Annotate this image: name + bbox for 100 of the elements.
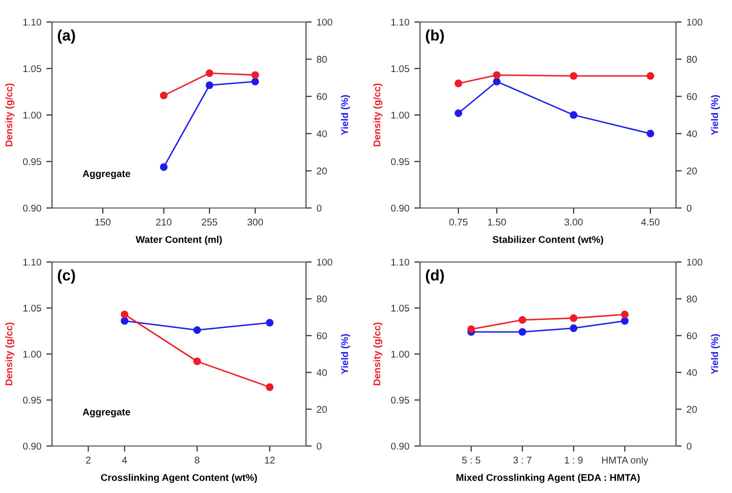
y-tick-label: 0.95 bbox=[391, 396, 410, 404]
x-tick-label: 0.75 bbox=[449, 218, 468, 226]
point bbox=[206, 69, 214, 77]
y2-axis-title: Yield (%) bbox=[340, 334, 350, 374]
point bbox=[518, 316, 526, 324]
y2-tick-label: 0 bbox=[316, 442, 322, 450]
annotation: Aggregate bbox=[82, 408, 130, 418]
point bbox=[266, 383, 274, 391]
x-axis-title: Stabilizer Content (wt%) bbox=[492, 236, 604, 245]
x-axis-title: Mixed Crosslinking Agent (EDA : HMTA) bbox=[456, 474, 640, 483]
y2-tick-label: 20 bbox=[316, 168, 327, 174]
x-tick-label: 210 bbox=[156, 218, 172, 226]
point bbox=[206, 81, 214, 90]
y2-tick-label: 0 bbox=[686, 204, 692, 212]
point bbox=[570, 72, 578, 80]
x-tick-label: 1 : 9 bbox=[564, 456, 583, 464]
y-tick-label: 0.90 bbox=[391, 442, 410, 450]
y-axis-title: Density (g/cc) bbox=[373, 84, 382, 146]
point bbox=[160, 92, 168, 100]
y2-tick-label: 20 bbox=[316, 406, 327, 413]
point bbox=[120, 317, 128, 325]
point bbox=[120, 310, 128, 318]
point bbox=[570, 111, 578, 119]
x-axis-title: Water Content (ml) bbox=[136, 236, 222, 245]
y2-tick-label: 0 bbox=[316, 204, 322, 212]
point bbox=[454, 80, 462, 88]
point bbox=[160, 163, 168, 171]
point bbox=[492, 78, 501, 86]
y2-axis-title: Yield (%) bbox=[340, 95, 350, 136]
point bbox=[251, 71, 260, 79]
y2-tick-label: 80 bbox=[316, 56, 327, 63]
y-axis-title: Density (g/cc) bbox=[5, 84, 14, 146]
x-tick-label: 4.50 bbox=[641, 218, 660, 226]
y2-tick-label: 60 bbox=[316, 332, 327, 340]
y2-tick-label: 60 bbox=[686, 332, 697, 340]
x-tick-label: 1.50 bbox=[488, 218, 506, 226]
x-tick-label: 8 bbox=[194, 456, 200, 464]
y2-tick-label: 0 bbox=[686, 442, 692, 450]
y2-tick-label: 80 bbox=[316, 296, 327, 302]
point bbox=[467, 325, 476, 333]
x-tick-label: 150 bbox=[95, 218, 111, 226]
y-tick-label: 1.10 bbox=[391, 18, 410, 26]
x-axis-title: Crosslinking Agent Content (wt%) bbox=[101, 474, 257, 483]
point bbox=[518, 328, 526, 336]
x-tick-label: 3 : 7 bbox=[513, 456, 532, 464]
y2-tick-label: 80 bbox=[686, 296, 697, 302]
point bbox=[193, 358, 201, 366]
y-tick-label: 1.00 bbox=[23, 350, 42, 358]
y2-tick-label: 60 bbox=[316, 93, 327, 100]
y-tick-label: 1.00 bbox=[391, 350, 410, 358]
x-tick-label: 3.00 bbox=[564, 218, 583, 226]
y2-axis-title: Yield (%) bbox=[710, 95, 720, 136]
y-tick-label: 1.10 bbox=[391, 258, 410, 266]
y-tick-label: 1.10 bbox=[23, 18, 42, 26]
point bbox=[570, 314, 578, 322]
y-tick-label: 0.90 bbox=[391, 204, 410, 212]
y-tick-label: 1.10 bbox=[23, 258, 42, 266]
y-tick-label: 0.90 bbox=[23, 442, 42, 450]
y2-tick-label: 100 bbox=[687, 258, 702, 266]
annotation: Aggregate bbox=[82, 170, 130, 180]
point bbox=[266, 318, 274, 327]
point bbox=[620, 310, 629, 318]
y-tick-label: 1.05 bbox=[23, 65, 42, 72]
y2-tick-label: 40 bbox=[686, 130, 697, 138]
point bbox=[454, 109, 462, 117]
y-tick-label: 0.95 bbox=[23, 396, 42, 404]
chart-title: (c) bbox=[58, 269, 75, 284]
y-tick-label: 0.95 bbox=[23, 158, 42, 166]
x-tick-label: 255 bbox=[202, 218, 218, 226]
y2-tick-label: 40 bbox=[316, 130, 327, 138]
y-tick-label: 1.05 bbox=[391, 304, 410, 312]
y2-tick-label: 20 bbox=[686, 406, 697, 413]
y2-tick-label: 100 bbox=[317, 18, 332, 26]
y-axis-title: Density (g/cc) bbox=[373, 322, 382, 386]
point bbox=[251, 78, 260, 86]
y-tick-label: 0.95 bbox=[391, 158, 410, 166]
y2-tick-label: 60 bbox=[686, 93, 697, 100]
y2-axis-title: Yield (%) bbox=[710, 334, 720, 374]
y2-tick-label: 100 bbox=[687, 18, 702, 26]
chart-title: (b) bbox=[426, 29, 444, 44]
point bbox=[193, 326, 201, 334]
y2-tick-label: 40 bbox=[686, 369, 697, 376]
x-tick-label: 2 bbox=[86, 456, 90, 464]
y2-tick-label: 20 bbox=[686, 168, 697, 174]
y2-tick-label: 80 bbox=[686, 56, 697, 63]
y-tick-label: 1.05 bbox=[23, 304, 42, 312]
point bbox=[492, 71, 501, 79]
chart-title: (a) bbox=[58, 29, 75, 44]
y-tick-label: 0.90 bbox=[23, 204, 42, 212]
point bbox=[620, 317, 629, 325]
point bbox=[570, 324, 578, 332]
x-tick-label: 5 : 5 bbox=[462, 456, 480, 464]
y-tick-label: 1.00 bbox=[23, 112, 42, 119]
chart-title: (d) bbox=[426, 269, 444, 284]
point bbox=[646, 72, 654, 80]
x-tick-label: HMTA only bbox=[602, 456, 648, 466]
y2-tick-label: 100 bbox=[317, 258, 332, 266]
y-axis-title: Density (g/cc) bbox=[5, 322, 14, 386]
y-tick-label: 1.00 bbox=[391, 112, 410, 119]
y-tick-label: 1.05 bbox=[391, 65, 410, 72]
